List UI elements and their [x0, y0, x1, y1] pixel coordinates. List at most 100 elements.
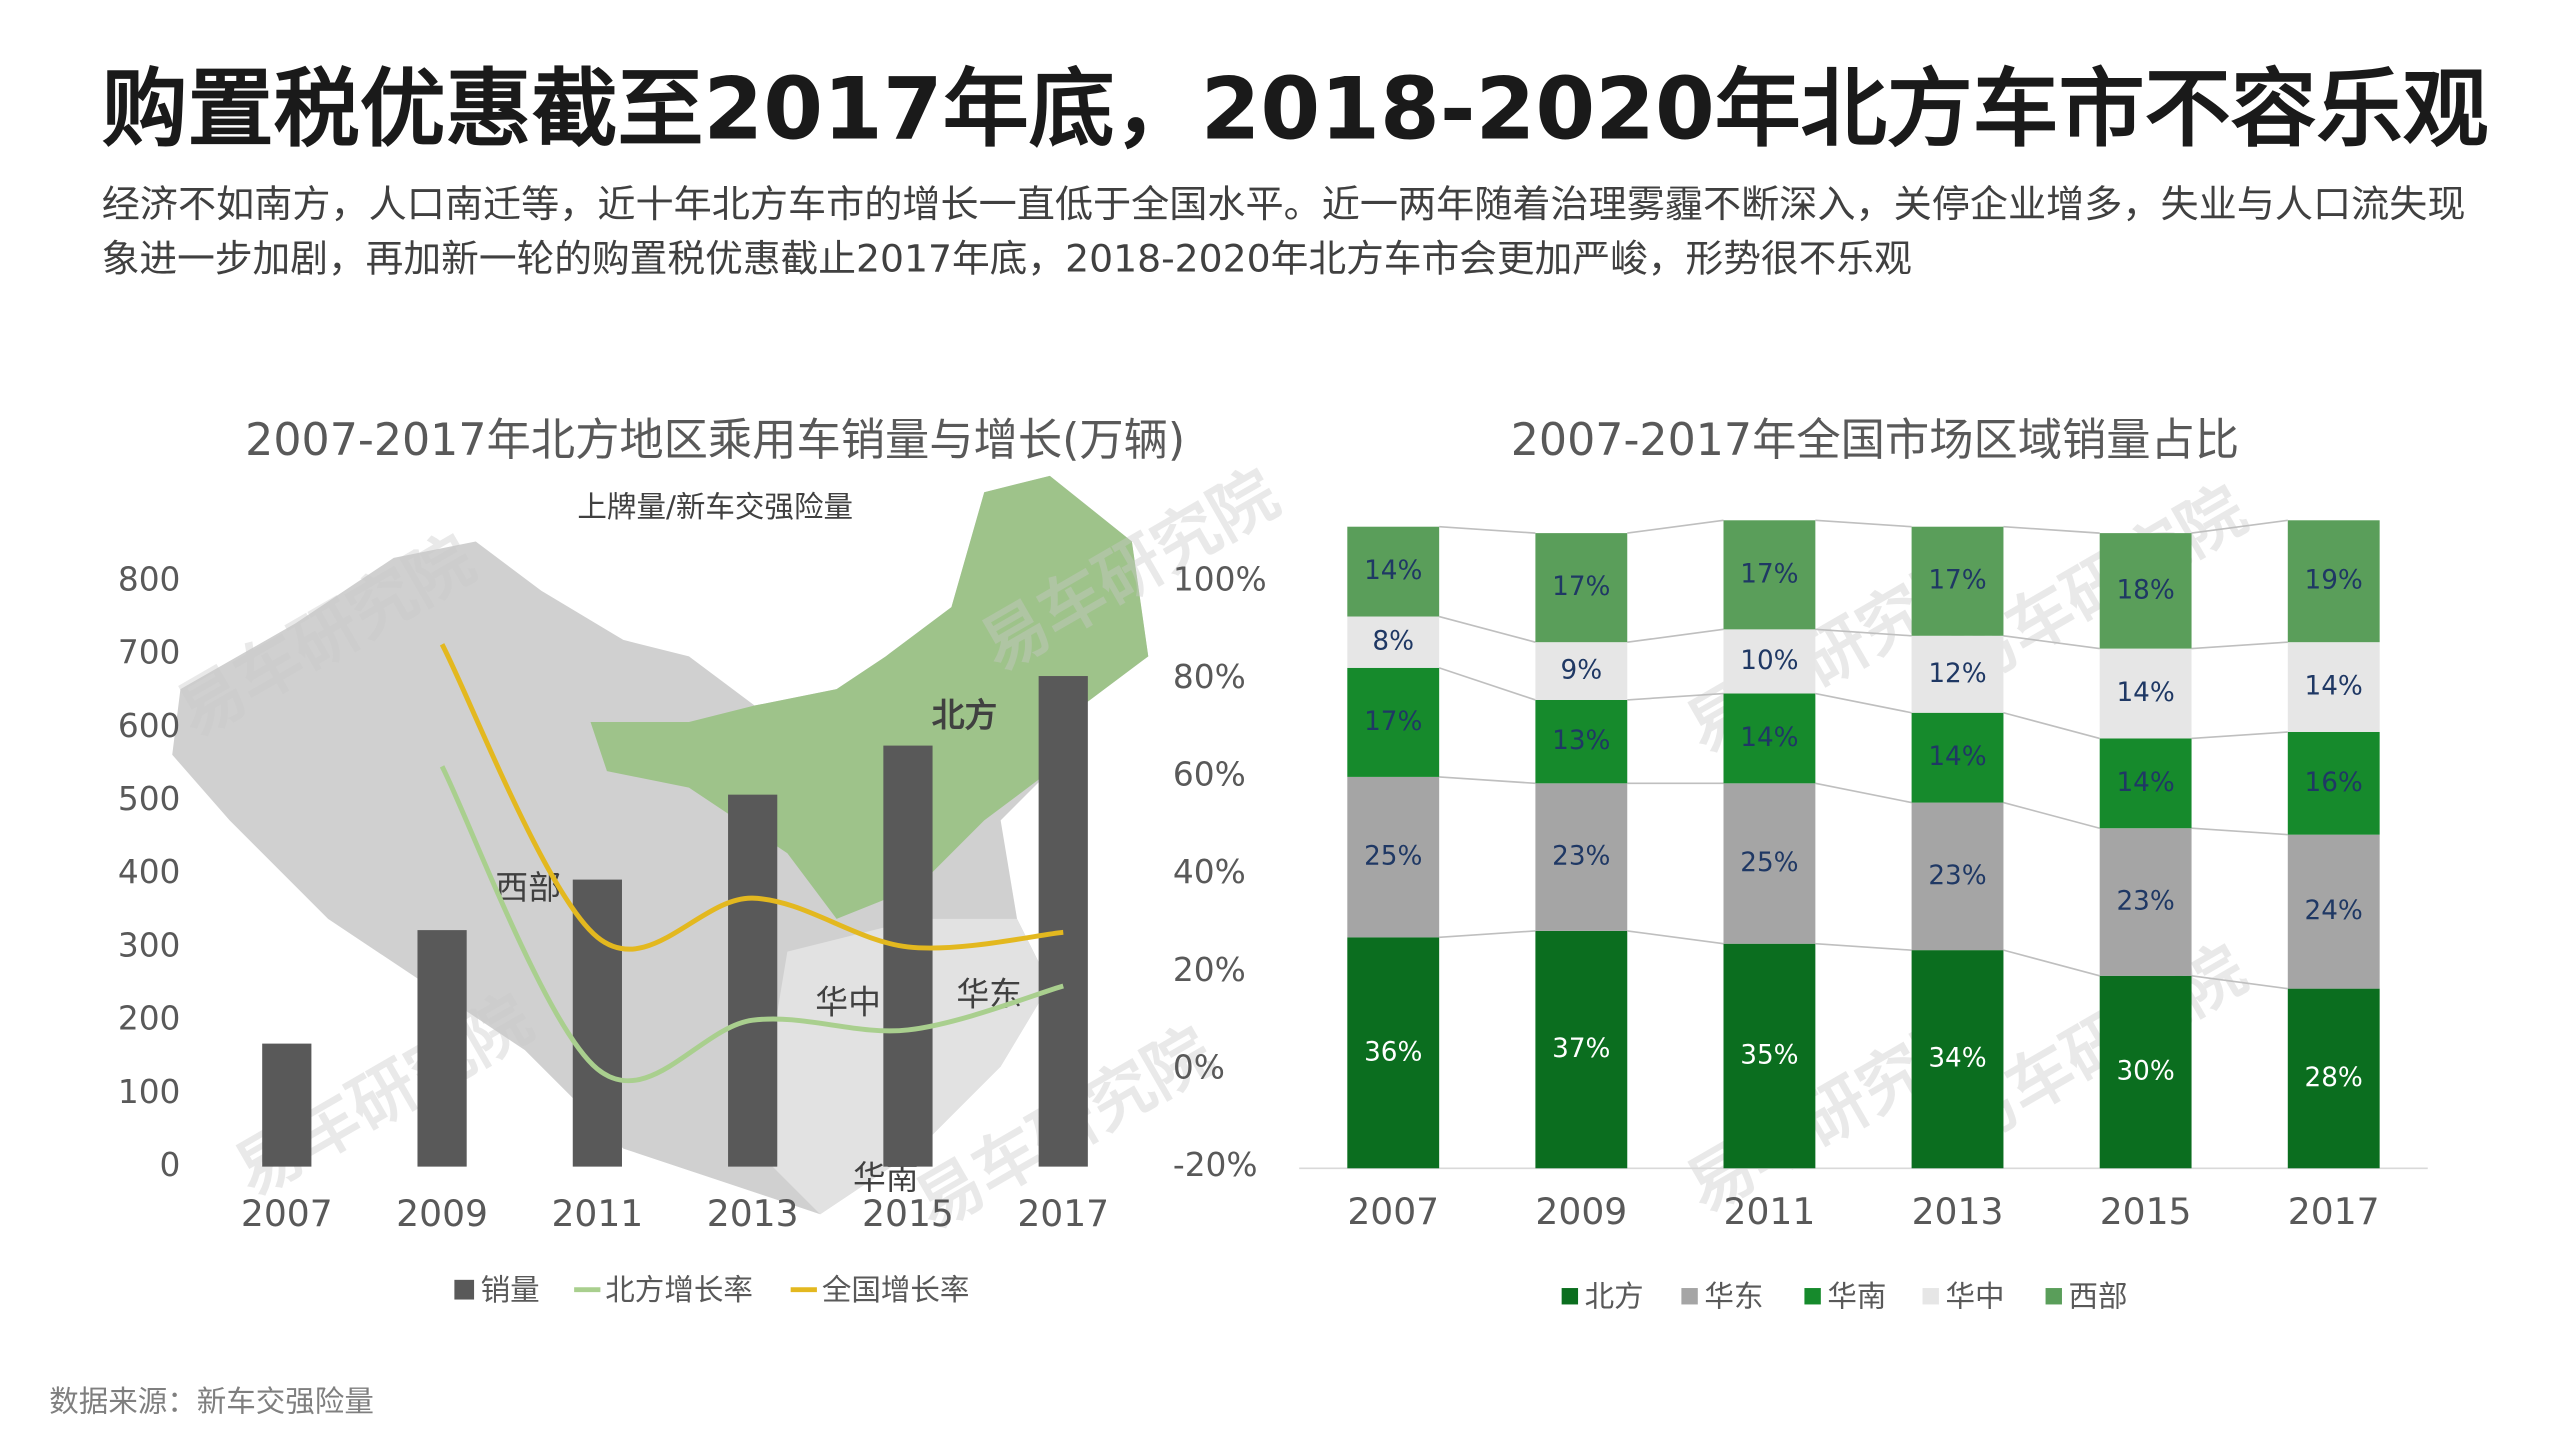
bar-segment — [1535, 699, 1628, 784]
data-label: 37% — [1552, 1034, 1610, 1064]
data-label: 17% — [1928, 566, 1986, 596]
legend-swatch — [1922, 1288, 1939, 1305]
bar-segment — [1535, 783, 1628, 931]
data-label: 25% — [1364, 842, 1422, 872]
map-label: 北方 — [932, 697, 998, 735]
subtitle-line: 象进一步加剧，再加新一轮的购置税优惠截止2017年底，2018-2020年北方车… — [102, 236, 1912, 280]
legend-swatch — [1804, 1288, 1821, 1305]
bar — [262, 1043, 312, 1167]
data-label: 34% — [1928, 1044, 1986, 1074]
line-series — [439, 643, 1064, 952]
legend-swatch — [1681, 1288, 1698, 1305]
data-label: 17% — [1552, 572, 1610, 602]
series-line — [1627, 692, 1724, 701]
legend-label: 华中 — [1945, 1279, 2004, 1313]
data-label: 14% — [2305, 672, 2363, 702]
bar-segment — [1911, 526, 2004, 636]
x-tick-label: 2011 — [551, 1193, 643, 1235]
data-label: 23% — [1552, 842, 1610, 872]
bar-segment — [2099, 533, 2192, 649]
data-label: 12% — [1928, 659, 1986, 689]
x-tick-label: 2015 — [862, 1193, 954, 1235]
bar-segment — [1347, 526, 1440, 617]
bar-segment — [1723, 693, 1816, 784]
bar-segment — [2287, 642, 2380, 733]
y-tick-label: 800 — [118, 560, 181, 598]
series-line — [2003, 949, 2100, 977]
y-tick-label: 700 — [118, 634, 181, 672]
bar-segment — [2287, 834, 2380, 989]
data-label: 17% — [1364, 707, 1422, 737]
page-title: 购置税优惠截至2017年底，2018-2020年北方车市不容乐观 — [102, 60, 2489, 159]
series-line — [2003, 525, 2100, 534]
legend-label: 华东 — [1704, 1279, 1763, 1313]
series-line — [2191, 827, 2288, 836]
bar — [572, 879, 622, 1167]
bar-segment — [2099, 738, 2192, 829]
series-line — [1439, 776, 1536, 785]
x-tick-label: 2013 — [1912, 1191, 2004, 1233]
y-tick-label: 500 — [118, 780, 181, 818]
series-line — [1438, 667, 1536, 701]
bar — [883, 745, 933, 1167]
data-label: 14% — [2116, 678, 2174, 708]
series-line — [2191, 974, 2288, 990]
series-line — [1815, 692, 1912, 714]
y2-tick-label: 0% — [1173, 1048, 1225, 1086]
x-tick-label: 2013 — [707, 1193, 799, 1235]
legend-label: 北方增长率 — [605, 1273, 753, 1307]
series-line — [1438, 615, 1536, 643]
y2-tick-label: 100% — [1173, 560, 1267, 598]
x-tick-label: 2009 — [1535, 1191, 1627, 1233]
y2-tick-label: 40% — [1173, 853, 1246, 891]
series-line — [2003, 634, 2100, 650]
bar-segment — [1911, 712, 2004, 803]
data-label: 8% — [1372, 627, 1414, 657]
series-line — [1439, 930, 1536, 939]
series-line — [1815, 628, 1912, 637]
bar-segment — [1723, 783, 1816, 944]
series-line — [2003, 711, 2100, 740]
bar-segment — [1911, 802, 2004, 951]
y2-tick-label: -20% — [1173, 1146, 1258, 1184]
bar-segment — [1911, 950, 2004, 1169]
data-label: 23% — [1928, 861, 1986, 891]
map-label: 华东 — [956, 975, 1022, 1013]
data-label: 14% — [1740, 723, 1798, 753]
y2-tick-label: 60% — [1173, 756, 1246, 794]
data-label: 36% — [1364, 1037, 1422, 1067]
data-label: 14% — [1928, 742, 1986, 772]
y-tick-label: 400 — [118, 853, 181, 891]
bar-segment — [1723, 520, 1816, 630]
line-series — [439, 765, 1064, 1084]
series-line — [1627, 519, 1724, 534]
series-line — [1439, 525, 1536, 534]
legend-label: 华南 — [1827, 1279, 1886, 1313]
bar-segment — [1347, 616, 1440, 668]
legend-swatch — [2045, 1288, 2062, 1305]
x-tick-label: 2009 — [396, 1193, 488, 1235]
bar-segment — [1535, 642, 1628, 700]
x-tick-label: 2007 — [241, 1193, 333, 1235]
series-line — [2003, 801, 2100, 830]
series-line — [2191, 731, 2288, 740]
x-tick-label: 2007 — [1347, 1191, 1439, 1233]
x-tick-label: 2017 — [1017, 1193, 1109, 1235]
data-label: 18% — [2116, 575, 2174, 605]
data-label: 28% — [2305, 1063, 2363, 1093]
bar-segment — [1347, 937, 1440, 1169]
data-label: 16% — [2305, 768, 2363, 798]
subtitle-line: 经济不如南方，人口南迁等，近十年北方车市的增长一直低于全国水平。近一两年随着治理… — [102, 182, 2466, 226]
series-line — [2191, 519, 2288, 534]
legend-swatch — [454, 1279, 475, 1300]
y-tick-label: 300 — [118, 926, 181, 964]
data-label: 19% — [2305, 566, 2363, 596]
data-label: 13% — [1552, 726, 1610, 756]
map-label: 华中 — [815, 984, 881, 1022]
x-tick-label: 2015 — [2100, 1191, 2192, 1233]
data-label: 30% — [2116, 1057, 2174, 1087]
bar — [1038, 676, 1088, 1167]
chart-title: 2007-2017年北方地区乘用车销量与增长(万辆) — [245, 415, 1185, 466]
y-tick-label: 100 — [118, 1073, 181, 1111]
